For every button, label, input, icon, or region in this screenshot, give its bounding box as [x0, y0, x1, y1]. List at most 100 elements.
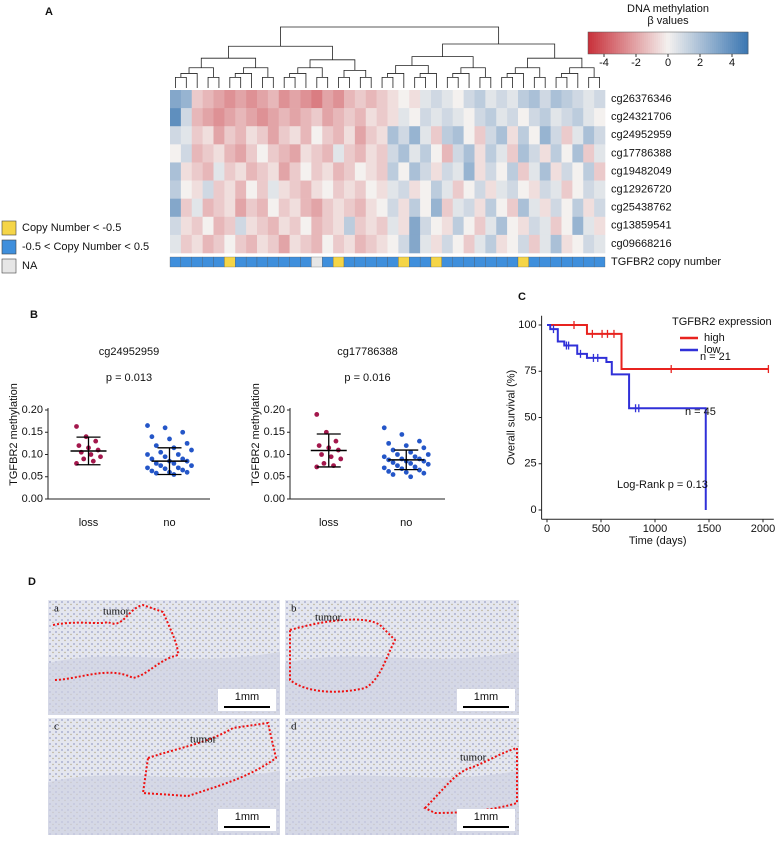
- heatmap-cell: [311, 216, 323, 236]
- dendrogram: [533, 76, 546, 88]
- data-point: [395, 452, 400, 457]
- heatmap-cell: [561, 162, 573, 181]
- heatmap-cell: [300, 198, 312, 218]
- heatmap-cell: [409, 108, 421, 127]
- heatmap-cell: [409, 180, 421, 199]
- y-axis-label: Overall survival (%): [506, 370, 518, 465]
- heatmap-cell: [387, 234, 399, 254]
- heatmap-cell: [528, 180, 541, 199]
- heatmap-cell: [257, 126, 269, 145]
- heatmap-cell: [594, 162, 606, 181]
- heatmap-cell: [333, 90, 345, 109]
- heatmap-cell: [518, 216, 530, 236]
- heatmap-cell: [322, 180, 334, 199]
- colorbar-slice: [708, 32, 711, 54]
- heatmap-cell: [235, 180, 247, 199]
- heatmap-cell: [257, 216, 269, 236]
- heatmap-cell: [365, 108, 377, 127]
- heatmap-cell: [365, 180, 377, 199]
- colorbar-slice: [636, 32, 639, 54]
- data-point: [390, 472, 396, 477]
- dendrogram: [569, 67, 595, 78]
- colorbar-slice: [644, 32, 647, 54]
- colorbar-slice: [722, 32, 725, 54]
- survival-curve: [547, 324, 707, 510]
- data-point: [184, 469, 190, 475]
- colorbar-slice: [678, 32, 681, 54]
- data-point: [98, 454, 103, 460]
- colorbar-slice: [598, 32, 601, 54]
- heatmap-cell: [191, 126, 203, 145]
- data-point: [421, 470, 427, 476]
- heatmap-cell: [344, 198, 356, 218]
- data-point: [189, 447, 194, 453]
- heatmap-cell: [550, 216, 562, 236]
- y-tick-label: 25: [524, 458, 536, 470]
- colorbar-slice: [680, 32, 683, 54]
- colorbar-tick-label: 4: [729, 57, 735, 69]
- colorbar-slice: [690, 32, 693, 54]
- colorbar-slice: [692, 32, 695, 54]
- heatmap-cell: [257, 198, 269, 218]
- scale-label: 1mm: [235, 691, 259, 703]
- heatmap-cell: [507, 180, 519, 199]
- heatmap-cell: [539, 234, 551, 254]
- heatmap-cell: [191, 180, 203, 199]
- heatmap-cell: [409, 198, 421, 218]
- heatmap-cell: [246, 126, 258, 145]
- heatmap-cell: [561, 198, 573, 218]
- heatmap-cell: [594, 108, 606, 127]
- heatmap-cell: [583, 126, 595, 145]
- heatmap-cell: [376, 90, 388, 109]
- colorbar-tick-label: -2: [631, 57, 641, 69]
- heatmap-cell: [474, 234, 486, 254]
- data-point: [390, 460, 396, 465]
- x-tick-label: 500: [592, 523, 610, 535]
- heatmap-cell: [420, 162, 432, 181]
- heatmap-cell: [354, 108, 367, 127]
- heatmap-cell: [267, 162, 280, 181]
- heatmap-cell: [344, 234, 356, 254]
- copy-number-cell: [311, 256, 323, 268]
- dendrogram: [243, 67, 269, 78]
- y-tick-label: 75: [524, 365, 536, 377]
- dendrogram: [411, 56, 474, 68]
- heatmap-cell: [333, 234, 345, 254]
- heatmap-cell: [191, 234, 203, 254]
- heatmap-cell: [528, 144, 541, 163]
- heatmap-cell: [365, 234, 377, 254]
- heatmap-cell: [300, 108, 312, 127]
- colorbar-title: DNA methylation: [627, 3, 709, 15]
- data-point: [171, 461, 177, 466]
- heatmap-cell: [170, 126, 182, 145]
- heatmap-cell: [354, 216, 367, 236]
- heatmap-cell: [170, 144, 182, 163]
- heatmap-cell: [561, 108, 573, 127]
- heatmap-cell: [235, 162, 247, 181]
- heatmap-cell: [289, 162, 301, 181]
- dendrogram: [561, 73, 579, 88]
- data-point: [412, 464, 418, 470]
- copy-number-cell: [496, 256, 508, 268]
- heatmap-cell: [452, 126, 464, 145]
- copy-number-cell: [398, 256, 410, 268]
- sd-bar: [316, 433, 341, 468]
- heatmap-cell: [485, 216, 497, 236]
- heatmap-cell: [300, 180, 312, 199]
- dendrogram: [283, 76, 296, 88]
- colorbar-slice: [676, 32, 679, 54]
- dendrogram: [343, 69, 367, 78]
- colorbar-slice: [614, 32, 617, 54]
- heatmap-cell: [202, 180, 214, 199]
- heatmap-cell: [539, 216, 551, 236]
- data-point: [386, 469, 392, 474]
- heatmap-cell: [354, 180, 367, 199]
- dendrogram: [460, 67, 486, 78]
- heatmap-cell: [333, 126, 345, 145]
- heatmap-cell: [278, 198, 290, 218]
- colorbar-slice: [714, 32, 717, 54]
- heatmap-cell: [354, 90, 367, 109]
- colorbar-slice: [622, 32, 625, 54]
- heatmap-cell: [583, 234, 595, 254]
- heatmap-cell: [431, 162, 443, 181]
